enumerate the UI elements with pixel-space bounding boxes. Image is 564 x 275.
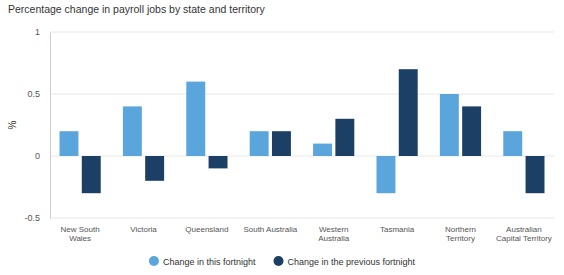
bar	[503, 131, 522, 156]
x-tick-label-line: Wales	[69, 234, 91, 243]
x-tick-label-line: Australia	[318, 234, 350, 243]
y-tick: 0	[35, 151, 50, 161]
x-tick: New SouthWales	[61, 218, 100, 243]
x-tick-label-line: Territory	[446, 234, 475, 243]
legend-item: Change in the previous fortnight	[273, 256, 415, 267]
x-tick-label-line: Western	[319, 225, 349, 234]
y-tick-label: 1	[35, 27, 40, 37]
x-tick-label-line: Capital Territory	[496, 234, 552, 243]
x-tick-label: New SouthWales	[61, 225, 100, 243]
legend: Change in this fortnight Change in the pr…	[149, 256, 416, 267]
x-tick-label: Tasmania	[380, 225, 415, 234]
bar	[250, 131, 269, 156]
x-tick: AustralianCapital Territory	[496, 218, 552, 243]
chart: Percentage change in payroll jobs by sta…	[0, 0, 564, 275]
legend-swatch	[273, 256, 283, 266]
bar	[335, 119, 354, 156]
x-tick-label-line: Australian	[506, 225, 542, 234]
x-tick-label: South Australia	[243, 225, 297, 234]
grid	[50, 32, 554, 218]
y-tick-label: 0.5	[27, 89, 40, 99]
x-tick-label-line: Northern	[445, 225, 476, 234]
title: Percentage change in payroll jobs by sta…	[8, 3, 266, 15]
bar	[440, 94, 459, 156]
bar	[462, 106, 481, 156]
y-tick-label: -0.5	[24, 213, 40, 223]
bar	[376, 156, 395, 193]
x-tick-label: Victoria	[130, 225, 157, 234]
bar	[526, 156, 545, 193]
x-tick: Victoria	[130, 218, 157, 234]
legend-label: Change in this fortnight	[163, 257, 256, 267]
x-axis: New SouthWales Victoria Queensland South Au…	[61, 218, 552, 243]
bar	[123, 106, 142, 156]
y-tick: 0.5	[27, 89, 50, 99]
legend-swatch	[149, 256, 159, 266]
y-tick: -0.5	[24, 213, 50, 223]
bar	[82, 156, 101, 193]
x-tick: Queensland	[185, 218, 228, 234]
x-tick-label: WesternAustralia	[318, 225, 350, 243]
bar	[399, 69, 418, 156]
grid-line	[50, 94, 554, 95]
y-axis-title: %	[7, 120, 18, 129]
x-tick: WesternAustralia	[318, 218, 350, 243]
bar	[272, 131, 291, 156]
x-tick-label-line: New South	[61, 225, 100, 234]
y-axis-line	[50, 33, 51, 219]
y-tick: 1	[35, 27, 50, 37]
bar	[313, 144, 332, 156]
x-tick: NorthernTerritory	[445, 218, 476, 243]
x-tick-label: AustralianCapital Territory	[496, 225, 552, 243]
grid-line	[50, 218, 554, 219]
x-tick: South Australia	[243, 218, 297, 234]
grid-line	[50, 32, 554, 33]
y-axis: -0.5 0 0.5 1	[24, 27, 50, 223]
x-tick-label: NorthernTerritory	[445, 225, 476, 243]
bar	[186, 82, 205, 156]
bar	[145, 156, 164, 181]
legend-item: Change in this fortnight	[149, 256, 256, 267]
y-tick-label: 0	[35, 151, 40, 161]
x-tick-label: Queensland	[185, 225, 228, 234]
bar	[209, 156, 228, 168]
bar	[60, 131, 79, 156]
x-tick: Tasmania	[380, 218, 415, 234]
legend-label: Change in the previous fortnight	[287, 257, 415, 267]
bars	[60, 69, 545, 193]
